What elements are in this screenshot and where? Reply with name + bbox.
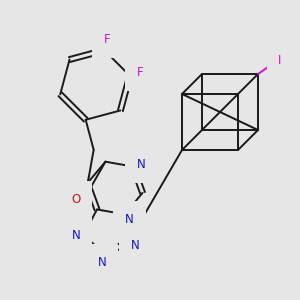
Text: F: F (137, 66, 144, 79)
Text: F: F (104, 33, 110, 46)
Text: N: N (98, 256, 106, 269)
Text: I: I (278, 53, 282, 67)
Text: N: N (72, 229, 80, 242)
Text: O: O (71, 193, 80, 206)
Text: N: N (125, 213, 134, 226)
Text: N: N (136, 158, 146, 171)
Text: N: N (131, 239, 140, 252)
